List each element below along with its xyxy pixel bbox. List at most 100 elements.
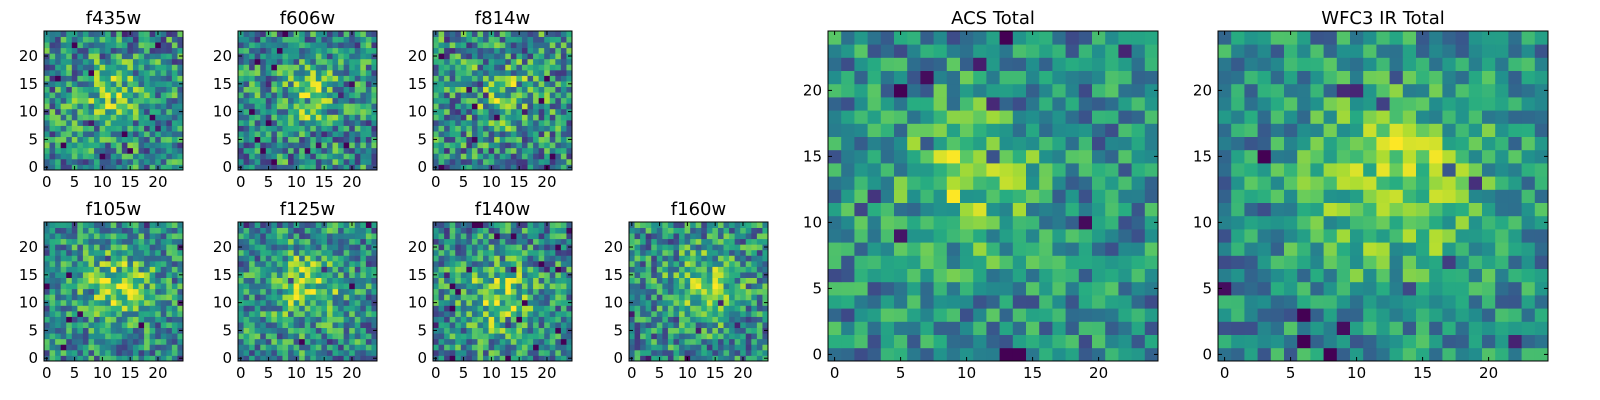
heatmap-cell	[460, 125, 467, 132]
heatmap-cell	[438, 333, 445, 340]
heatmap-cell	[433, 75, 439, 82]
heatmap-cell	[645, 260, 652, 267]
heatmap-cell	[566, 64, 573, 71]
heatmap-cell	[99, 349, 106, 356]
heatmap-cell	[1026, 202, 1040, 217]
heatmap-cell	[544, 338, 551, 345]
heatmap-cell	[371, 277, 378, 284]
heatmap-cell	[449, 249, 456, 256]
heatmap-cell	[695, 222, 702, 228]
heatmap-cell	[177, 249, 184, 256]
heatmap-cell	[254, 147, 261, 154]
heatmap-cell	[499, 164, 506, 171]
heatmap-cell	[338, 36, 345, 43]
heatmap-cell	[549, 108, 556, 115]
heatmap-cell	[99, 294, 106, 301]
heatmap-cell	[171, 349, 178, 356]
x-tick-label: 15	[121, 364, 140, 382]
heatmap-cell	[271, 147, 278, 154]
heatmap-cell	[271, 75, 278, 82]
heatmap-cell	[477, 125, 484, 132]
heatmap-cell	[679, 294, 685, 301]
heatmap-cell	[360, 158, 367, 165]
heatmap-cell	[527, 158, 534, 165]
heatmap-cell	[521, 238, 528, 245]
heatmap-cell	[634, 299, 641, 306]
heatmap-cell	[271, 260, 278, 267]
heatmap-cell	[762, 255, 769, 262]
heatmap-cell	[494, 260, 501, 267]
heatmap-cell	[538, 131, 545, 138]
heatmap-cell	[920, 176, 934, 190]
heatmap-cell	[144, 238, 151, 245]
heatmap-cell	[527, 58, 534, 65]
heatmap-cell	[343, 42, 350, 49]
heatmap-cell	[360, 36, 367, 43]
heatmap-cell	[321, 142, 328, 149]
heatmap-cell	[77, 266, 84, 273]
heatmap-cell	[471, 92, 478, 99]
heatmap-cell	[360, 92, 367, 99]
heatmap-cell	[116, 92, 123, 99]
heatmap-cell	[55, 344, 62, 351]
heatmap-cell	[544, 260, 551, 267]
heatmap-cell	[444, 322, 451, 329]
heatmap-cell	[656, 227, 663, 234]
heatmap-cell	[488, 322, 495, 329]
heatmap-cell	[894, 229, 908, 243]
heatmap-cell	[288, 222, 294, 228]
heatmap-cell	[828, 268, 842, 283]
heatmap-cell	[171, 222, 178, 228]
heatmap-cell	[1012, 281, 1027, 296]
heatmap-cell	[466, 36, 473, 43]
heatmap-cell	[71, 58, 78, 65]
heatmap-cell	[132, 294, 139, 301]
heatmap-cell	[449, 310, 456, 317]
heatmap-cell	[477, 266, 484, 273]
heatmap-cell	[494, 153, 501, 160]
heatmap-cell	[544, 266, 551, 273]
heatmap-cell	[494, 349, 501, 356]
heatmap-cell	[555, 92, 562, 99]
heatmap-cell	[349, 142, 356, 149]
heatmap-cell	[460, 233, 467, 240]
heatmap-cell	[510, 97, 517, 104]
heatmap-cell	[299, 153, 306, 160]
heatmap-cell	[105, 255, 112, 262]
heatmap-cell	[121, 355, 128, 362]
heatmap-cell	[299, 64, 306, 71]
heatmap-cell	[88, 255, 95, 262]
heatmap-cell	[66, 114, 73, 121]
heatmap-cell	[651, 272, 658, 278]
heatmap-cell	[894, 202, 908, 217]
heatmap-cell	[44, 125, 50, 132]
heatmap-cell	[656, 327, 663, 334]
heatmap-cell	[321, 338, 328, 345]
heatmap-cell	[471, 260, 478, 267]
heatmap-cell	[304, 86, 311, 93]
heatmap-cell	[138, 81, 145, 87]
heatmap-cell	[71, 333, 78, 340]
heatmap-cell	[66, 249, 73, 256]
heatmap-cell	[740, 238, 747, 245]
heatmap-cell	[365, 114, 372, 121]
heatmap-cell	[494, 42, 501, 49]
heatmap-cell	[338, 327, 345, 334]
heatmap-cell	[326, 119, 333, 126]
heatmap-cell	[734, 244, 741, 251]
heatmap-cell	[477, 222, 484, 228]
heatmap-cell	[238, 75, 244, 82]
heatmap-cell	[149, 58, 156, 65]
heatmap-cell	[828, 308, 842, 322]
heatmap-cell	[88, 249, 95, 256]
heatmap-cell	[138, 136, 145, 143]
heatmap-cell	[249, 288, 256, 295]
heatmap-cell	[354, 86, 361, 93]
heatmap-cell	[243, 58, 250, 65]
heatmap-cell	[488, 131, 495, 138]
heatmap-cell	[166, 338, 173, 345]
heatmap-cell	[690, 349, 697, 356]
heatmap-cell	[494, 69, 501, 76]
heatmap-cell	[471, 142, 478, 149]
y-tick-label: 15	[19, 266, 38, 284]
